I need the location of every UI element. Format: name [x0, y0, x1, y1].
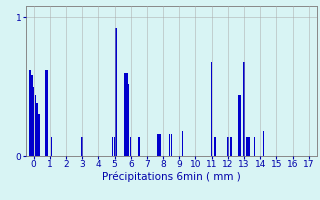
Bar [138, 137, 140, 156]
Bar [237, 95, 239, 156]
Bar [114, 137, 115, 156]
Bar [230, 137, 232, 156]
Bar [128, 84, 130, 156]
X-axis label: Précipitations 6min ( mm ): Précipitations 6min ( mm ) [102, 172, 241, 182]
Bar [44, 70, 46, 156]
Bar [35, 95, 36, 156]
Bar [33, 87, 35, 156]
Bar [182, 131, 183, 156]
Bar [214, 137, 216, 156]
Bar [211, 62, 212, 156]
Bar [36, 103, 38, 156]
Bar [227, 137, 228, 156]
Bar [248, 137, 250, 156]
Bar [31, 75, 33, 156]
Bar [159, 134, 161, 156]
Bar [239, 95, 241, 156]
Bar [157, 134, 159, 156]
Bar [116, 28, 117, 156]
Bar [130, 137, 131, 156]
Bar [171, 134, 172, 156]
Bar [124, 73, 126, 156]
Bar [263, 131, 264, 156]
Bar [38, 114, 40, 156]
Bar [51, 137, 52, 156]
Bar [112, 137, 114, 156]
Bar [169, 134, 170, 156]
Bar [254, 137, 255, 156]
Bar [243, 62, 245, 156]
Bar [81, 137, 83, 156]
Bar [46, 70, 48, 156]
Bar [29, 70, 31, 156]
Bar [246, 137, 248, 156]
Bar [126, 73, 128, 156]
